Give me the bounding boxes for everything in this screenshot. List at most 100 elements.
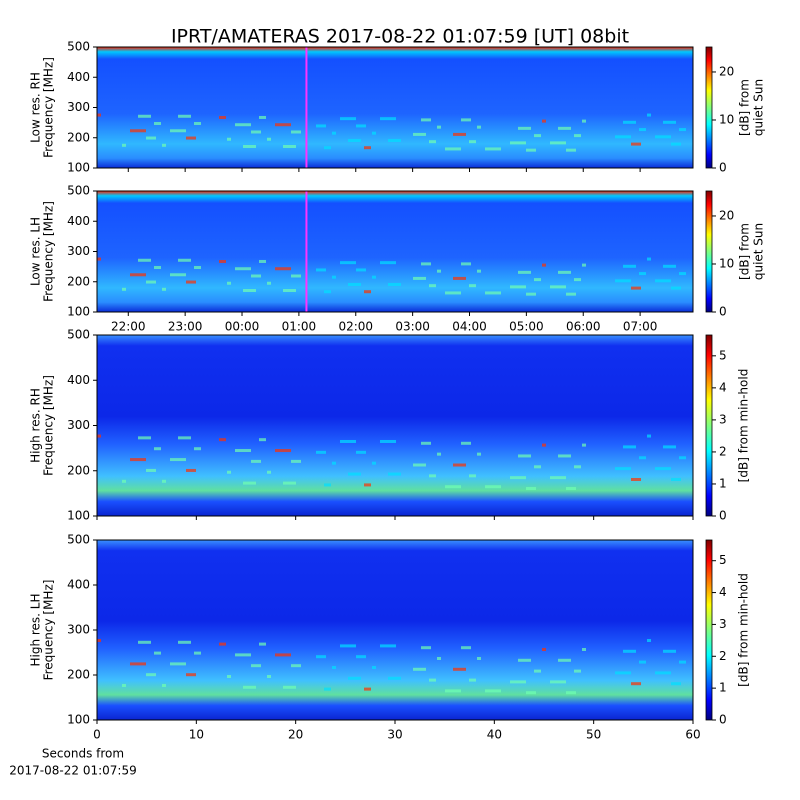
- spectrogram-texture: [631, 682, 641, 686]
- x-tick-label: 02:00: [338, 320, 373, 334]
- spectrogram-texture: [259, 115, 266, 119]
- y-tick-label: 300: [67, 623, 90, 637]
- spectrogram-texture: [267, 675, 271, 678]
- spectrogram-texture: [542, 119, 546, 123]
- spectrogram-texture: [655, 467, 671, 471]
- spectrogram-texture: [679, 456, 686, 460]
- spectrogram-texture: [138, 114, 151, 118]
- spectrogram-texture: [348, 472, 361, 476]
- spectrogram-texture: [582, 119, 586, 123]
- spectrogram-texture: [235, 123, 251, 127]
- colorbar-tick-label: 4: [719, 585, 727, 599]
- y-axis-label: Low res. LH: [29, 217, 43, 286]
- colorbar-tick-label: 2: [719, 649, 727, 663]
- spectrogram-texture: [510, 476, 526, 480]
- spectrogram-texture: [259, 259, 266, 263]
- spectrogram-texture: [227, 470, 231, 474]
- spectrogram-texture: [154, 266, 161, 270]
- spectrogram-texture: [291, 459, 301, 463]
- x-tick-label: 30: [387, 728, 402, 742]
- spectrogram-texture: [194, 266, 201, 270]
- spectrogram-texture: [122, 143, 126, 147]
- y-tick-label: 500: [67, 533, 90, 547]
- spectrogram-texture: [615, 467, 631, 471]
- spectrogram-texture: [615, 135, 631, 139]
- y-tick-label: 400: [67, 578, 90, 592]
- spectrogram-texture: [655, 671, 671, 675]
- spectrogram-texture: [663, 264, 676, 268]
- spectrogram-texture: [259, 642, 266, 646]
- spectrogram-texture: [388, 472, 401, 476]
- spectrogram-texture: [421, 262, 431, 266]
- spectrogram-texture: [485, 147, 501, 151]
- spectrogram-texture: [574, 278, 581, 282]
- spectrogram-texture: [566, 691, 576, 695]
- spectrogram-texture: [340, 439, 356, 443]
- spectrogram-texture: [364, 483, 371, 487]
- x-tick-label: 20: [288, 728, 303, 742]
- spectrogram-texture: [251, 130, 261, 134]
- x-tick-label: 0: [93, 728, 101, 742]
- spectrogram-texture: [671, 682, 681, 686]
- spectrogram-texture: [219, 642, 226, 646]
- spectrogram-texture: [558, 126, 571, 130]
- spectrogram-texture: [421, 441, 431, 445]
- spectrogram: [97, 540, 693, 720]
- spectrogram-texture: [235, 267, 251, 271]
- spectrogram-texture: [275, 449, 291, 453]
- spectrogram-texture: [372, 461, 376, 465]
- spectrogram-texture: [469, 474, 476, 478]
- spectrogram-texture: [623, 120, 636, 124]
- spectrogram-texture: [445, 485, 461, 489]
- spectrogram-texture: [518, 658, 531, 662]
- spectrogram-texture: [186, 136, 196, 140]
- spectrogram-texture: [243, 685, 256, 689]
- spectrogram-texture: [477, 452, 481, 456]
- spectrogram-texture: [332, 131, 336, 135]
- spectrogram-texture: [469, 678, 476, 682]
- spectrogram-texture: [219, 438, 226, 442]
- spectrogram-texture: [388, 676, 401, 680]
- spectrogram-texture: [332, 275, 336, 279]
- spectrogram-texture: [582, 263, 586, 267]
- spectrogram-texture: [477, 657, 481, 660]
- x-tick-label: 60: [685, 728, 700, 742]
- spectrogram-texture: [340, 261, 356, 265]
- spectrogram-texture: [324, 687, 331, 691]
- spectrogram-texture: [582, 443, 586, 447]
- spectrogram-texture: [130, 662, 146, 666]
- y-axis-label: Frequency [MHz]: [42, 375, 56, 476]
- y-tick-label: 100: [67, 305, 90, 319]
- y-axis-label: High res. LH: [29, 593, 43, 666]
- y-axis-label: Low res. RH: [29, 72, 43, 143]
- spectrogram-texture: [655, 135, 671, 139]
- spectrogram-texture: [647, 113, 651, 117]
- spectrogram-texture: [356, 655, 366, 659]
- y-tick-label: 100: [67, 161, 90, 175]
- spectrogram-texture: [429, 284, 436, 288]
- spectrogram-texture: [372, 666, 376, 669]
- spectrogram-texture: [154, 651, 161, 655]
- spectrogram: [97, 191, 693, 312]
- x-tick-label: 40: [487, 728, 502, 742]
- spectrogram-texture: [550, 141, 566, 145]
- spectrogram-texture: [566, 292, 576, 296]
- spectrogram-texture: [526, 292, 536, 296]
- spectrogram-texture: [574, 134, 581, 138]
- spectrogram-texture: [170, 273, 186, 277]
- colorbar-tick-label: 3: [719, 617, 727, 631]
- spectrogram: [97, 47, 693, 168]
- spectrogram-texture: [316, 268, 326, 272]
- spectrogram-texture: [186, 280, 196, 284]
- spectrogram-texture: [453, 463, 466, 467]
- spectrogram-texture: [631, 477, 641, 481]
- spectrogram-texture: [437, 269, 441, 273]
- x-tick-label: 06:00: [566, 320, 601, 334]
- y-tick-label: 500: [67, 328, 90, 342]
- spectrogram-texture: [623, 445, 636, 449]
- spectrogram-texture: [388, 138, 401, 142]
- spectrogram-texture: [275, 653, 291, 657]
- spectrogram-texture: [348, 676, 361, 680]
- spectrogram-texture: [639, 660, 646, 664]
- x-tick-label: 22:00: [111, 320, 146, 334]
